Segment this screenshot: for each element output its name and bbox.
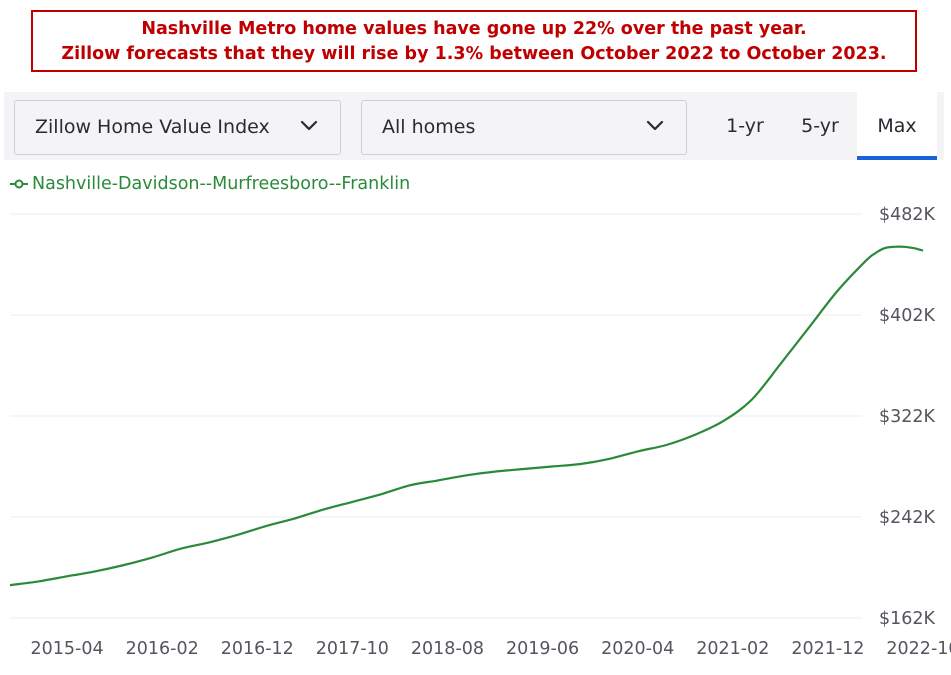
- chevron-down-icon: [300, 120, 318, 131]
- y-tick-label: $482K: [879, 205, 936, 225]
- legend-line-marker-icon: [10, 179, 28, 189]
- x-tick-label: 2015-04: [30, 639, 103, 659]
- x-tick-label: 2018-08: [411, 639, 484, 659]
- range-tab-5-yr[interactable]: 5-yr: [787, 92, 853, 160]
- y-tick-label: $322K: [879, 407, 936, 427]
- x-axis-tick-labels: 2015-04 2016-02 2016-12 2017-10 2018-08 2019-…: [30, 639, 951, 659]
- range-tab-max[interactable]: Max: [857, 92, 937, 160]
- chart-legend[interactable]: Nashville-Davidson--Murfreesboro--Frankl…: [10, 172, 410, 196]
- headline-line-1: Nashville Metro home values have gone up…: [141, 19, 807, 39]
- headline-banner: Nashville Metro home values have gone up…: [31, 10, 917, 72]
- x-tick-label: 2021-12: [791, 639, 864, 659]
- metric-dropdown-label: Zillow Home Value Index: [35, 116, 270, 138]
- range-tab-label: 1-yr: [726, 115, 764, 137]
- gridlines: [10, 213, 862, 619]
- range-tab-label: Max: [877, 115, 917, 137]
- x-tick-label: 2020-04: [601, 639, 674, 659]
- x-tick-label: 2019-06: [506, 639, 579, 659]
- series-line: [9, 245, 924, 587]
- chart-controls-bar: Zillow Home Value Index All homes 1-yr 5…: [4, 92, 944, 160]
- range-tab-label: 5-yr: [801, 115, 839, 137]
- home-type-dropdown-label: All homes: [382, 116, 476, 138]
- metric-dropdown[interactable]: Zillow Home Value Index: [14, 100, 341, 155]
- legend-series-label: Nashville-Davidson--Murfreesboro--Frankl…: [32, 174, 411, 194]
- x-tick-label: 2021-02: [696, 639, 769, 659]
- headline-line-2: Zillow forecasts that they will rise by …: [61, 44, 887, 64]
- range-tab-1-yr[interactable]: 1-yr: [713, 92, 777, 160]
- y-tick-label: $162K: [879, 609, 936, 629]
- series-lines: [9, 245, 924, 587]
- x-tick-label: 2016-02: [126, 639, 199, 659]
- x-tick-label: 2016-12: [221, 639, 294, 659]
- active-tab-indicator: [857, 156, 937, 160]
- home-value-line-chart: $162K $242K $322K $402K $482K 2015-04 2016-02…: [9, 205, 951, 659]
- y-axis-tick-labels: $162K $242K $322K $402K $482K: [879, 205, 936, 629]
- x-tick-label: 2017-10: [316, 639, 389, 659]
- x-tick-label: 2022-10: [886, 639, 951, 659]
- y-tick-label: $402K: [879, 306, 936, 326]
- y-tick-label: $242K: [879, 508, 936, 528]
- chevron-down-icon: [646, 120, 664, 131]
- home-type-dropdown[interactable]: All homes: [361, 100, 687, 155]
